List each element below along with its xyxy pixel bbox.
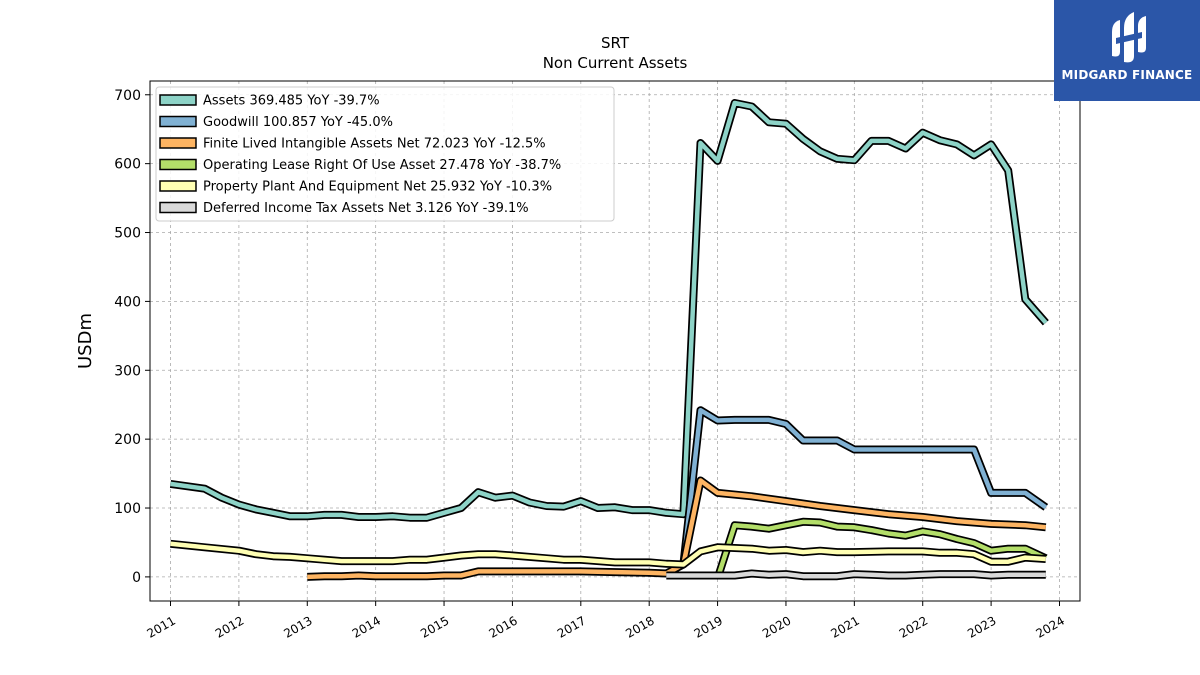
legend-entry: Goodwill 100.857 YoY -45.0% [203, 115, 393, 130]
x-tick-label: 2024 [1034, 613, 1067, 640]
chart-subtitle: Non Current Assets [543, 54, 688, 72]
series-line [307, 478, 1047, 580]
plot-frame [149, 80, 1081, 602]
y-tick-label: 200 [114, 432, 141, 448]
legend-swatch [159, 180, 197, 192]
y-tick-label: 500 [114, 226, 141, 242]
series-outline [679, 406, 1049, 565]
chart-title: SRT [601, 34, 630, 52]
x-tick-label: 2015 [418, 613, 451, 640]
legend-swatch [159, 115, 197, 128]
legend-entry: Assets 369.485 YoY -39.7% [203, 94, 380, 109]
x-tick-label: 2013 [281, 613, 314, 640]
legend-box [155, 86, 615, 222]
series-lines [169, 99, 1049, 581]
legend-swatch [159, 158, 197, 171]
y-axis-label: USDm [75, 313, 96, 369]
logo-mark-icon [1112, 12, 1146, 63]
x-tick-label: 2018 [623, 613, 656, 640]
y-tick-label: 0 [132, 570, 141, 586]
legend-swatch [159, 201, 197, 214]
x-tick-label: 2020 [760, 613, 793, 640]
y-tick-label: 100 [114, 501, 141, 517]
x-tick-label: 2022 [897, 613, 930, 640]
y-tick-label: 400 [114, 294, 141, 310]
legend-swatch [159, 94, 197, 106]
x-tick-label: 2012 [213, 613, 246, 640]
legend-entry: Property Plant And Equipment Net 25.932 … [203, 180, 552, 195]
legend: Assets 369.485 YoY -39.7% Goodwill 100.85… [155, 86, 615, 222]
y-tick-label: 700 [114, 88, 141, 104]
x-tick-label: 2011 [145, 613, 178, 640]
x-tick-label: 2023 [965, 613, 998, 640]
series-line [170, 541, 1046, 567]
legend-entry: Finite Lived Intangible Assets Net 72.02… [203, 137, 546, 152]
x-tick-label: 2019 [692, 613, 725, 640]
midgard-finance-logo: MIDGARD FINANCE [1054, 0, 1200, 101]
x-tick-label: 2017 [555, 613, 588, 640]
y-tick-label: 600 [114, 157, 141, 173]
legend-entry: Deferred Income Tax Assets Net 3.126 YoY… [203, 201, 529, 216]
x-tick-label: 2021 [828, 613, 861, 640]
series-line [170, 100, 1048, 520]
legend-entry: Operating Lease Right Of Use Asset 27.47… [203, 158, 561, 173]
y-tick-label: 300 [114, 363, 141, 379]
legend-swatch [159, 137, 197, 149]
series-line [666, 571, 1046, 579]
logo-text: MIDGARD FINANCE [1061, 68, 1193, 82]
x-tick-label: 2016 [486, 613, 519, 640]
x-tick-label: 2014 [350, 613, 383, 640]
series-line [715, 519, 1047, 579]
series-line [681, 407, 1048, 565]
